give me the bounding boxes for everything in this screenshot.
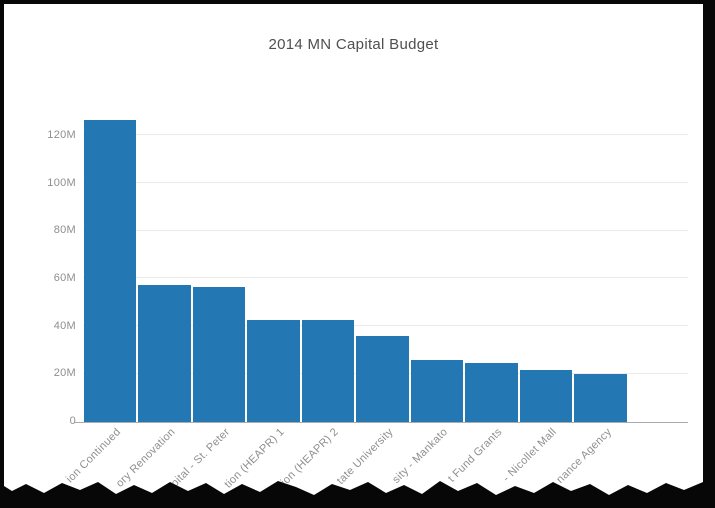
x-tick-label: - Nicollet Mall	[500, 426, 560, 485]
y-tick-label: 60M	[53, 271, 76, 284]
plot-area	[83, 104, 688, 422]
gridline	[83, 134, 688, 136]
y-tick-label: 0	[69, 415, 76, 427]
x-tick-label: tion (HEAPR) 2	[276, 426, 342, 491]
x-tick-label: tate University	[334, 426, 396, 487]
gridline	[83, 182, 688, 183]
x-axis-line	[74, 421, 688, 423]
bar[interactable]	[519, 370, 572, 422]
x-tick-label: t Fund Grants	[445, 426, 505, 485]
bar[interactable]	[301, 320, 354, 422]
bar[interactable]	[574, 373, 627, 422]
gridline	[83, 229, 688, 231]
bar[interactable]	[410, 359, 463, 422]
bar[interactable]	[138, 284, 191, 422]
bar[interactable]	[192, 287, 245, 422]
y-tick-label: 80M	[53, 224, 76, 237]
x-tick-label: sity - Mankato	[390, 426, 451, 486]
bar[interactable]	[247, 320, 300, 422]
bar[interactable]	[465, 363, 518, 422]
x-tick-label: ion Continued	[63, 426, 124, 486]
bar[interactable]	[83, 120, 136, 422]
y-tick-label: 120M	[47, 128, 76, 141]
chart-title: 2014 MN Capital Budget	[268, 36, 439, 53]
gridline	[83, 325, 688, 327]
y-tick-label: 40M	[53, 319, 76, 332]
gridline	[83, 277, 688, 279]
y-tick-label: 100M	[47, 176, 76, 189]
bar[interactable]	[356, 335, 409, 422]
y-tick-label: 20M	[53, 367, 76, 380]
chart-card: 2014 MN Capital Budget 0 20M 40M 60M 80M 100M…	[4, 4, 703, 495]
x-tick-label: nance Agency	[553, 426, 614, 486]
